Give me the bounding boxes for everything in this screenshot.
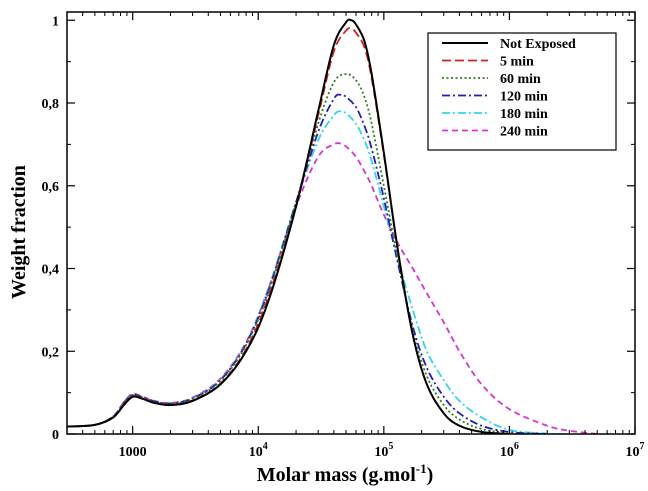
y-tick-label: 0,8 [42,97,60,112]
y-tick-label: 0,6 [42,180,60,195]
x-tick-label: 105 [374,441,393,460]
ticks-layer: 0 0,2 0,4 0,6 0,8 1 1000 104 105 106 107 [42,12,645,460]
y-tick-label: 0,2 [42,345,60,360]
legend: Not Exposed 5 min 60 min 120 min 180 min 240 … [427,32,617,151]
curves-layer [67,18,598,434]
y-tick-label: 0,4 [42,263,60,278]
series-line-not-exposed [67,18,510,434]
series-line-240-min [67,142,598,434]
x-tick-label: 107 [626,441,645,460]
series-line-120-min [67,93,548,434]
series-line-180-min [67,110,570,434]
legend-label-5-min: 5 min [500,55,534,70]
legend-label-120-min: 120 min [500,90,548,105]
legend-label-240-min: 240 min [500,125,548,140]
x-axis-title-main: Molar mass (g.mol [257,464,416,486]
x-axis-title-sup: -1 [416,461,427,476]
x-tick-label: 104 [249,441,268,460]
legend-label-not-exposed: Not Exposed [500,37,576,52]
y-tick-label: 0 [52,428,59,443]
y-axis-title: Weight fraction [8,165,30,299]
legend-label-180-min: 180 min [500,107,548,122]
legend-box [427,32,617,151]
x-axis-title-suffix: ) [427,464,434,486]
x-tick-label: 1000 [119,445,147,460]
legend-label-60-min: 60 min [500,72,541,87]
x-axis-title: Molar mass (g.mol-1) [257,461,434,486]
plot-frame [66,11,636,435]
x-tick-label: 106 [500,441,519,460]
y-tick-label: 1 [52,14,59,29]
